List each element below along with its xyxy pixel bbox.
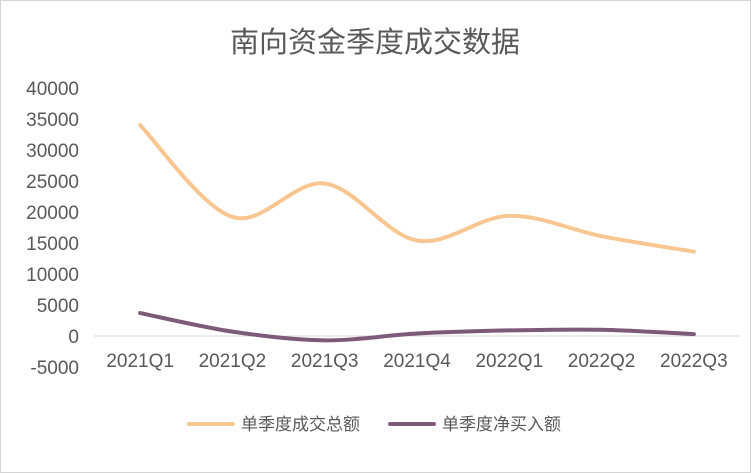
y-tick-label: 40000: [26, 79, 79, 100]
legend-label: 单季度成交总额: [241, 415, 360, 435]
y-tick-label: 20000: [26, 203, 79, 224]
series-group: [138, 123, 696, 343]
y-tick-label: 10000: [26, 265, 79, 286]
legend: 单季度成交总额 单季度净买入额: [187, 415, 561, 435]
legend-label: 单季度净买入额: [442, 415, 561, 435]
x-tick-label: 2022Q3: [660, 351, 728, 372]
chart-title: 南向资金季度成交数据: [230, 25, 520, 59]
y-tick-label: 5000: [37, 296, 79, 317]
x-tick-label: 2022Q2: [568, 351, 636, 372]
x-tick-label: 2021Q4: [383, 351, 451, 372]
y-tick-label: 0: [68, 327, 79, 348]
series-line-1: [138, 123, 696, 254]
y-tick-label: -5000: [30, 358, 79, 379]
x-tick-label: 2021Q1: [106, 351, 174, 372]
series-line-2: [138, 311, 696, 343]
x-tick-label: 2021Q3: [291, 351, 359, 372]
y-tick-label: 35000: [26, 110, 79, 131]
x-tick-label: 2021Q2: [199, 351, 267, 372]
x-tick-label: 2022Q1: [475, 351, 543, 372]
y-axis: 40000 35000 30000 25000 20000 15000 10000 5000 0…: [26, 79, 79, 379]
x-axis: 2021Q1 2021Q2 2021Q3 2021Q4 2022Q1 2022Q2 2022…: [94, 335, 740, 372]
y-tick-label: 25000: [26, 172, 79, 193]
y-tick-label: 30000: [26, 141, 79, 162]
y-tick-label: 15000: [26, 234, 79, 255]
